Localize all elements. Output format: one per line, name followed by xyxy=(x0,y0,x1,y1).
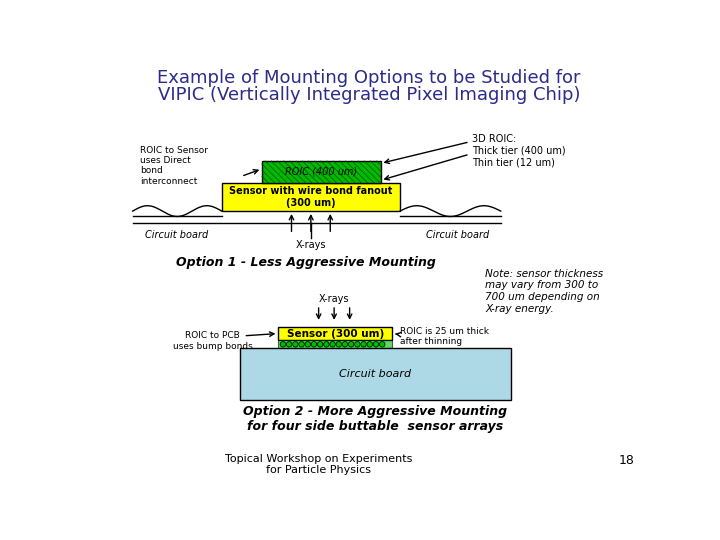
Circle shape xyxy=(367,342,372,347)
Text: Topical Workshop on Experiments
for Particle Physics: Topical Workshop on Experiments for Part… xyxy=(225,454,413,475)
Text: X-rays: X-rays xyxy=(296,240,326,251)
Bar xyxy=(222,183,400,211)
Bar xyxy=(262,161,381,183)
Text: ROIC is 25 um thick
after thinning: ROIC is 25 um thick after thinning xyxy=(400,327,489,346)
Text: X-rays: X-rays xyxy=(319,294,349,303)
Text: Option 2 - More Aggressive Mounting
for four side buttable  sensor arrays: Option 2 - More Aggressive Mounting for … xyxy=(243,405,508,433)
Circle shape xyxy=(379,342,385,347)
Circle shape xyxy=(299,342,305,347)
Circle shape xyxy=(287,342,292,347)
Circle shape xyxy=(280,342,286,347)
Text: Circuit board: Circuit board xyxy=(426,231,490,240)
Circle shape xyxy=(318,342,323,347)
Text: Sensor (300 um): Sensor (300 um) xyxy=(287,328,384,339)
Text: Sensor with wire bond fanout
(300 um): Sensor with wire bond fanout (300 um) xyxy=(229,186,392,208)
Text: ROIC to PCB
uses bump bonds: ROIC to PCB uses bump bonds xyxy=(173,331,252,350)
Text: Circuit board: Circuit board xyxy=(339,369,411,379)
Text: Example of Mounting Options to be Studied for: Example of Mounting Options to be Studie… xyxy=(157,69,581,86)
Circle shape xyxy=(324,342,329,347)
Text: ROIC (400 um): ROIC (400 um) xyxy=(285,167,357,177)
Text: Note: sensor thickness
may vary from 300 to
700 um depending on
X-ray energy.: Note: sensor thickness may vary from 300… xyxy=(485,269,603,314)
Circle shape xyxy=(342,342,348,347)
Circle shape xyxy=(336,342,341,347)
Text: Circuit board: Circuit board xyxy=(145,231,208,240)
Text: Option 1 - Less Aggressive Mounting: Option 1 - Less Aggressive Mounting xyxy=(176,256,436,269)
Circle shape xyxy=(305,342,310,347)
Circle shape xyxy=(361,342,366,347)
Text: 18: 18 xyxy=(619,454,635,467)
Text: VIPIC (Vertically Integrated Pixel Imaging Chip): VIPIC (Vertically Integrated Pixel Imagi… xyxy=(158,86,580,104)
Circle shape xyxy=(292,342,298,347)
Circle shape xyxy=(330,342,336,347)
Bar xyxy=(279,340,392,348)
Bar xyxy=(279,327,392,340)
Circle shape xyxy=(311,342,317,347)
Text: 3D ROIC:
Thick tier (400 um)
Thin tier (12 um): 3D ROIC: Thick tier (400 um) Thin tier (… xyxy=(472,134,566,167)
Circle shape xyxy=(355,342,360,347)
Circle shape xyxy=(348,342,354,347)
Bar xyxy=(240,348,510,400)
Text: ROIC to Sensor
uses Direct
bond
interconnect: ROIC to Sensor uses Direct bond intercon… xyxy=(140,146,208,186)
Circle shape xyxy=(373,342,379,347)
